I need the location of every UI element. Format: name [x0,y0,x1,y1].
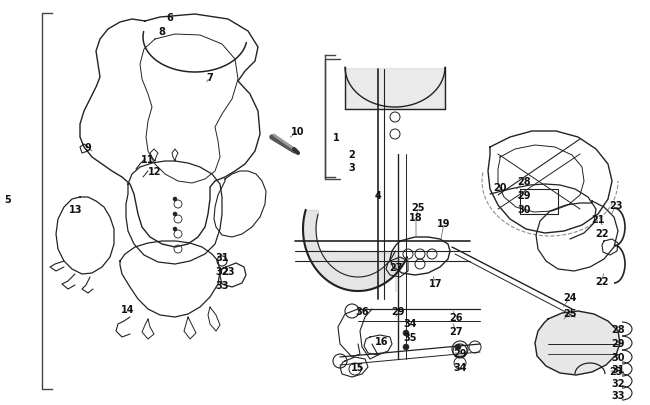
Text: 4: 4 [374,190,382,200]
Text: 23: 23 [221,266,235,276]
Text: 5: 5 [5,194,12,205]
Text: 19: 19 [437,218,450,228]
Text: 13: 13 [70,205,83,215]
Text: 33: 33 [215,280,229,290]
Text: 31: 31 [215,252,229,262]
Text: 34: 34 [403,318,417,328]
Text: 34: 34 [453,362,467,372]
Text: 26: 26 [449,312,463,322]
Polygon shape [535,311,620,375]
Circle shape [403,344,409,350]
Text: 6: 6 [166,13,174,23]
Text: 17: 17 [429,278,443,288]
Text: 25: 25 [411,202,424,213]
Text: 20: 20 [493,183,507,192]
Text: 27: 27 [389,262,403,272]
Text: 15: 15 [351,362,365,372]
Circle shape [455,344,461,350]
Text: 36: 36 [356,306,369,316]
Text: 33: 33 [611,390,625,400]
Text: 22: 22 [595,228,609,239]
Text: 30: 30 [517,205,531,215]
Text: 23: 23 [609,366,623,376]
Text: 2: 2 [348,149,356,160]
Text: 18: 18 [410,213,422,222]
Text: 29: 29 [611,338,625,348]
Text: 28: 28 [611,324,625,334]
Text: 16: 16 [375,336,389,346]
Text: 9: 9 [84,143,92,153]
Text: 24: 24 [564,292,577,302]
Text: 28: 28 [517,177,531,187]
Text: 7: 7 [207,73,213,83]
Text: 14: 14 [122,304,135,314]
Text: 29: 29 [453,348,467,358]
Text: 23: 23 [609,200,623,211]
Text: 32: 32 [611,378,625,388]
Text: 8: 8 [159,27,166,37]
Text: 25: 25 [564,308,577,318]
Text: 3: 3 [348,162,356,173]
Text: 32: 32 [215,266,229,276]
Text: 31: 31 [611,364,625,374]
Circle shape [173,198,177,202]
Text: 29: 29 [517,190,531,200]
Text: 35: 35 [403,332,417,342]
Text: 10: 10 [291,127,305,136]
Text: 21: 21 [592,215,604,224]
Text: 30: 30 [611,352,625,362]
Circle shape [173,213,177,216]
Text: 27: 27 [449,326,463,336]
Text: 1: 1 [333,133,339,143]
Text: 29: 29 [391,306,405,316]
Text: 11: 11 [141,155,155,164]
Text: 12: 12 [148,166,162,177]
Circle shape [403,330,409,336]
Circle shape [173,228,177,231]
Text: 22: 22 [595,276,609,286]
